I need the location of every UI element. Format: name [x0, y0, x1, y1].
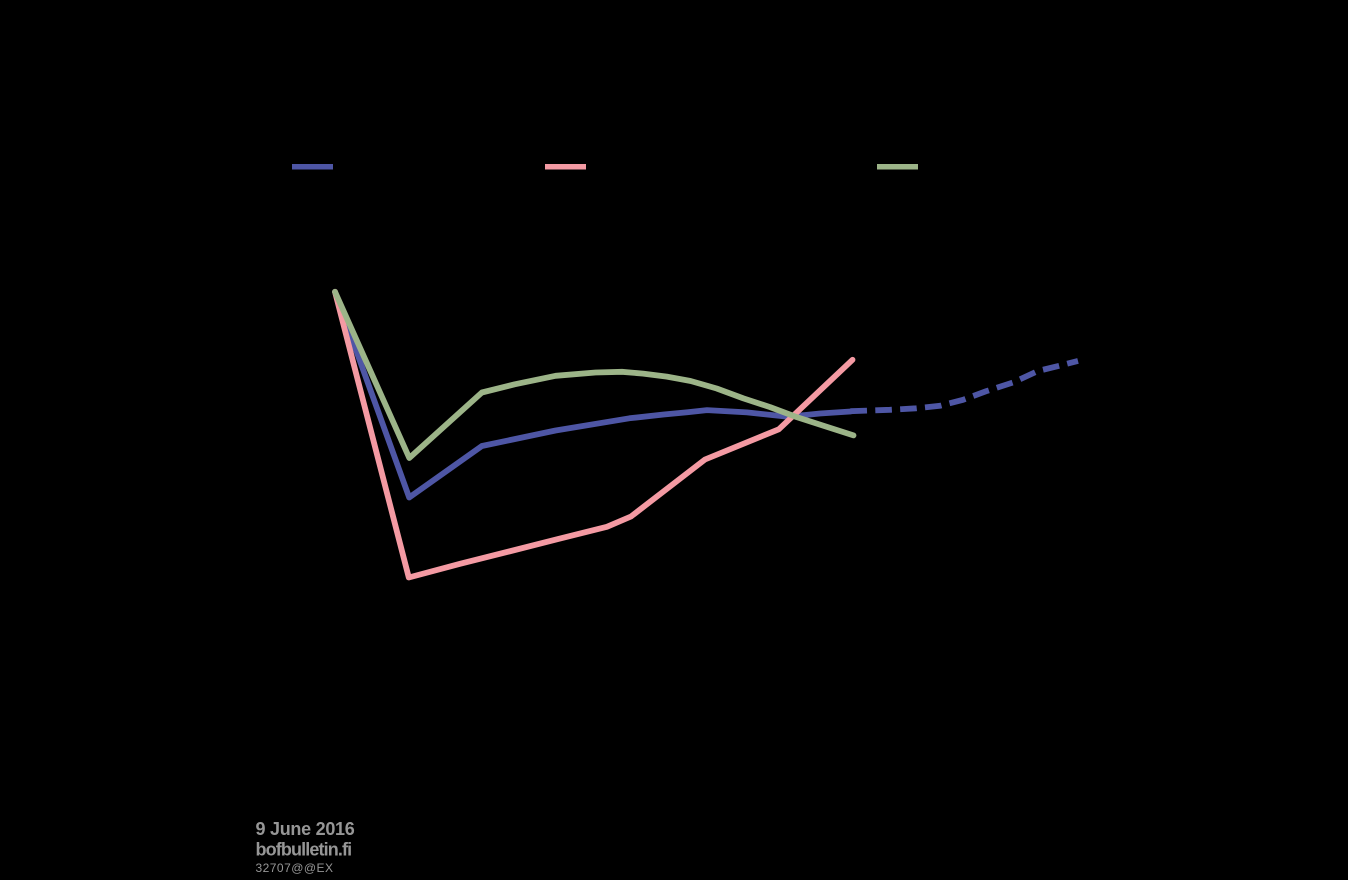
- svg-text:bofbulletin.fi: bofbulletin.fi: [256, 840, 353, 860]
- svg-text:9 June 2016: 9 June 2016: [256, 819, 355, 839]
- svg-text:32707@@EX: 32707@@EX: [256, 861, 334, 875]
